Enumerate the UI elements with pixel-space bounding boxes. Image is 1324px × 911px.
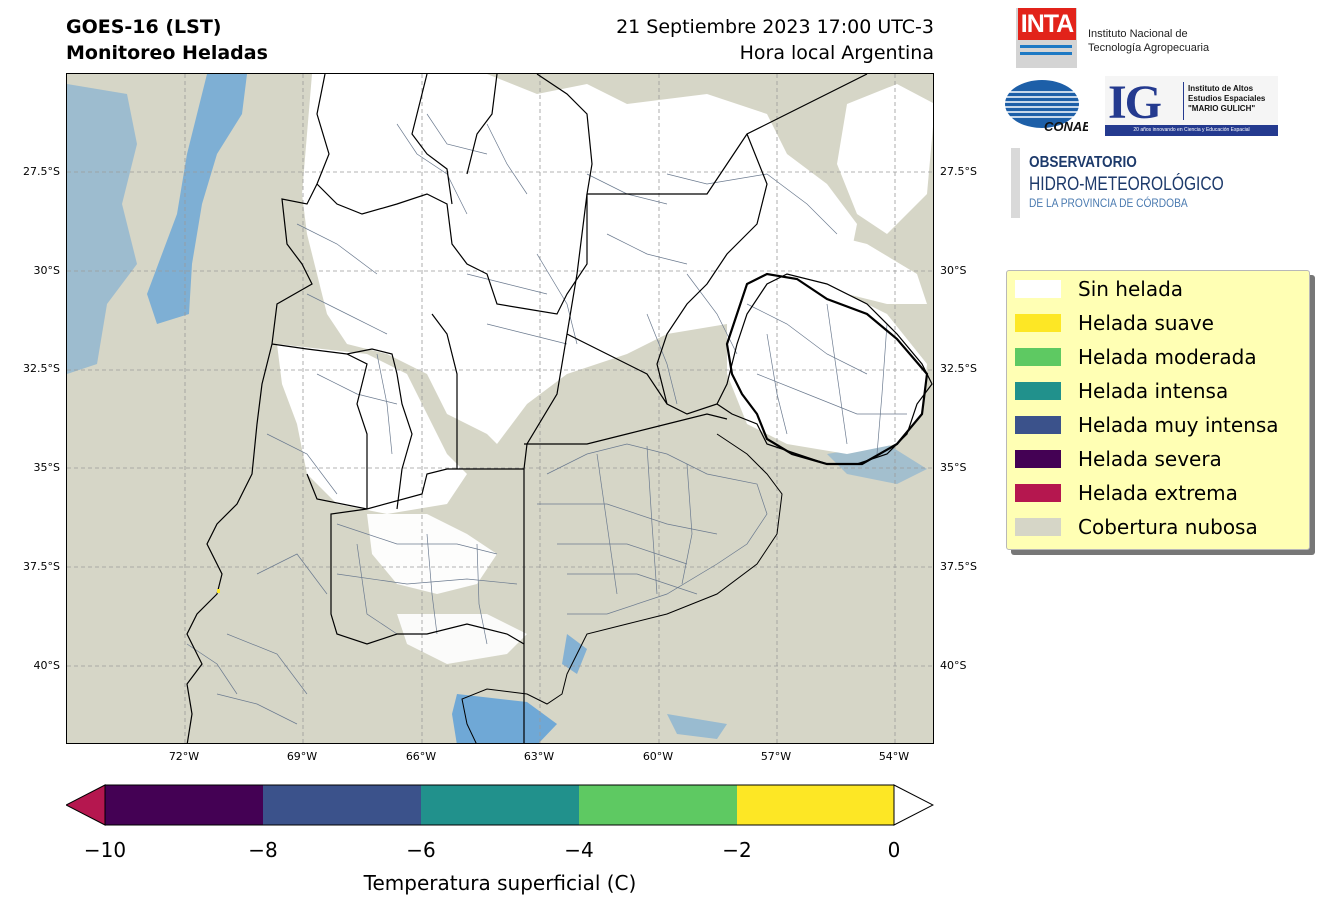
ig-name-line1: Instituto de Altos	[1188, 84, 1254, 93]
inta-name-line2: Tecnología Agropecuaria	[1088, 42, 1210, 54]
legend-item: Cobertura nubosa	[1015, 512, 1258, 542]
legend-label: Cobertura nubosa	[1078, 515, 1258, 539]
lat-label-left: 27.5°S	[23, 165, 60, 178]
observatorio-province: DE LA PROVINCIA DE CÓRDOBA	[1029, 196, 1188, 210]
lat-label-left: 35°S	[33, 461, 60, 474]
ig-tagline: 20 años innovando en Ciencia y Educación…	[1105, 125, 1278, 136]
map-title-line2: Monitoreo Heladas	[66, 42, 268, 64]
legend-item: Sin helada	[1015, 274, 1183, 304]
coastline	[461, 433, 783, 743]
lat-label-left: 37.5°S	[23, 560, 60, 573]
colorbar-tick: −8	[248, 838, 278, 862]
legend-item: Helada muy intensa	[1015, 410, 1279, 440]
colorbar-under-extend	[64, 784, 106, 826]
legend-label: Helada severa	[1078, 447, 1222, 471]
lon-label: 66°W	[405, 750, 437, 763]
lat-label-right: 27.5°S	[940, 165, 977, 178]
legend: Sin helada Helada suave Helada moderada …	[1006, 270, 1310, 550]
conae-logo: CONAE	[1005, 80, 1088, 134]
ig-name: Instituto de Altos Estudios Espaciales "…	[1188, 84, 1265, 114]
legend-swatch	[1015, 450, 1061, 468]
colorbar-segment	[737, 785, 894, 825]
inta-logo-text: INTA	[1018, 8, 1076, 40]
legend-label: Helada extrema	[1078, 481, 1238, 505]
observatorio-bar	[1011, 148, 1020, 218]
department-boundaries	[186, 113, 907, 725]
conae-logo-text: CONAE	[1044, 119, 1088, 134]
no-frost-areas	[277, 74, 933, 664]
province-boundaries	[186, 74, 933, 743]
legend-label: Helada intensa	[1078, 379, 1229, 403]
observatorio-title: OBSERVATORIO	[1029, 154, 1137, 171]
colorbar-tick: −6	[406, 838, 436, 862]
map-title: GOES-16 (LST) Monitoreo Heladas	[66, 14, 268, 66]
legend-label: Helada moderada	[1078, 345, 1257, 369]
lat-label-right: 32.5°S	[940, 362, 977, 375]
colorbar	[64, 784, 935, 826]
uruguay-outline	[725, 272, 929, 466]
observatorio-subtitle: HIDRO-METEOROLÓGICO	[1029, 174, 1224, 195]
lat-label-right: 37.5°S	[940, 560, 977, 573]
lon-label: 69°W	[286, 750, 318, 763]
frost-map-canvas	[67, 74, 933, 743]
lat-label-left: 30°S	[33, 264, 60, 277]
colorbar-segment	[105, 785, 263, 825]
legend-swatch	[1015, 518, 1061, 536]
lat-label-right: 30°S	[940, 264, 967, 277]
water-areas	[67, 74, 927, 743]
legend-label: Sin helada	[1078, 277, 1184, 301]
legend-swatch	[1015, 484, 1061, 502]
ig-logo-letters: IG	[1108, 76, 1162, 129]
lon-label: 57°W	[760, 750, 792, 763]
colorbar-tick: −10	[83, 838, 127, 862]
ig-divider	[1183, 82, 1184, 120]
lon-label: 60°W	[642, 750, 674, 763]
legend-swatch	[1015, 382, 1061, 400]
legend-label: Helada muy intensa	[1078, 413, 1279, 437]
legend-swatch	[1015, 314, 1061, 332]
inta-stripe	[1020, 52, 1072, 55]
map-date: 21 Septiembre 2023 17:00 UTC-3 Hora loca…	[520, 14, 934, 66]
map-date-line1: 21 Septiembre 2023 17:00 UTC-3	[616, 16, 934, 38]
legend-item: Helada severa	[1015, 444, 1222, 474]
legend-swatch	[1015, 348, 1061, 366]
colorbar-frame	[104, 784, 895, 826]
legend-item: Helada suave	[1015, 308, 1214, 338]
inta-stripe	[1020, 45, 1072, 48]
frost-map	[66, 73, 934, 744]
legend-swatch	[1015, 416, 1061, 434]
ig-name-line2: Estudios Espaciales	[1188, 94, 1266, 103]
lon-label: 63°W	[523, 750, 555, 763]
legend-label: Helada suave	[1078, 311, 1214, 335]
legend-swatch	[1015, 280, 1061, 298]
colorbar-over-extend	[893, 784, 935, 826]
legend-item: Helada extrema	[1015, 478, 1238, 508]
colorbar-label: Temperatura superficial (C)	[363, 871, 637, 895]
colorbar-segment	[263, 785, 421, 825]
lat-label-left: 32.5°S	[23, 362, 60, 375]
lat-label-right: 40°S	[940, 659, 967, 672]
legend-item: Helada intensa	[1015, 376, 1228, 406]
map-date-line2: Hora local Argentina	[739, 42, 934, 64]
colorbar-tick: −4	[564, 838, 594, 862]
lat-label-right: 35°S	[940, 461, 967, 474]
inta-name-line1: Instituto Nacional de	[1088, 28, 1188, 40]
map-title-line1: GOES-16 (LST)	[66, 16, 222, 38]
ig-name-line3: "MARIO GULICH"	[1188, 104, 1256, 113]
frost-pixel-suave	[217, 589, 220, 593]
colorbar-canvas	[64, 784, 935, 826]
lon-label: 72°W	[168, 750, 200, 763]
colorbar-segment	[579, 785, 737, 825]
inta-name: Instituto Nacional de Tecnología Agropec…	[1088, 27, 1209, 55]
legend-item: Helada moderada	[1015, 342, 1257, 372]
colorbar-segment	[421, 785, 579, 825]
graticule	[67, 74, 933, 743]
colorbar-tick: −2	[722, 838, 752, 862]
colorbar-tick: 0	[887, 838, 901, 862]
lat-label-left: 40°S	[33, 659, 60, 672]
lon-label: 54°W	[878, 750, 910, 763]
